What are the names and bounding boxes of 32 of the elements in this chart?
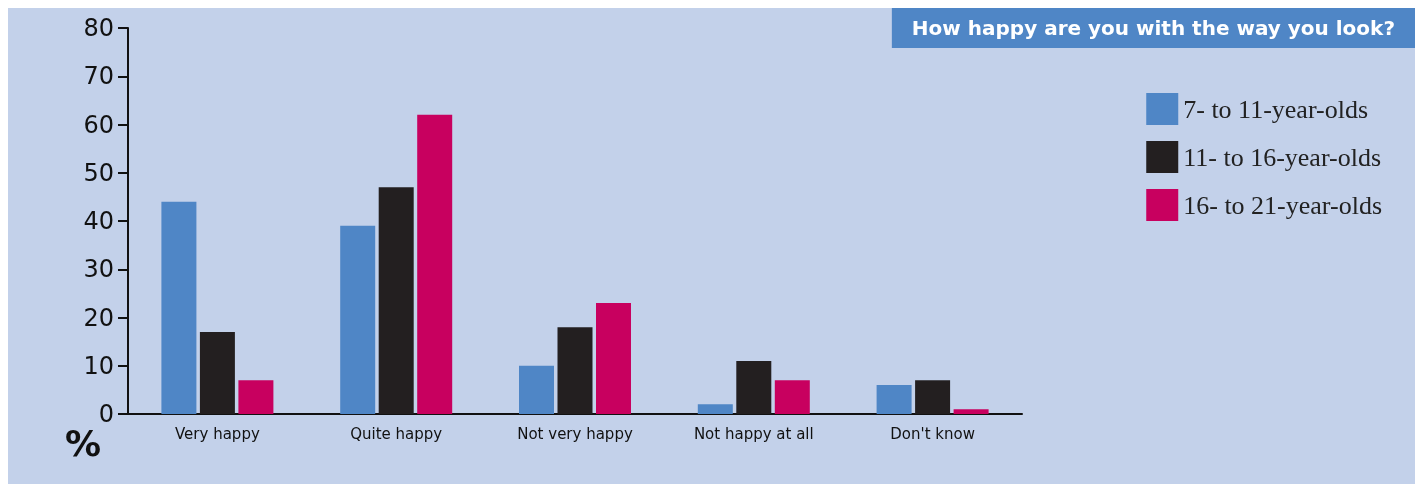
bar <box>161 201 197 414</box>
bar <box>417 114 453 414</box>
text: How happy are you with the way you look? <box>911 16 1396 40</box>
y-tick-label: 80 <box>83 14 114 42</box>
bar <box>199 331 235 414</box>
x-tick-label: Not happy at all <box>693 424 814 443</box>
bar <box>915 380 951 414</box>
bar <box>340 225 376 414</box>
x-tick-label: Don't know <box>890 424 975 443</box>
y-tick-label: 10 <box>83 351 114 380</box>
y-tick-label: 70 <box>83 62 114 91</box>
bar <box>953 409 989 414</box>
y-tick-label: 40 <box>83 207 114 235</box>
bar <box>238 380 274 414</box>
x-tick-label: Quite happy <box>350 424 443 443</box>
y-tick-label: 20 <box>83 303 114 332</box>
bar <box>557 327 593 414</box>
x-tick-label: Not very happy <box>517 424 633 443</box>
bar <box>774 380 810 414</box>
bar <box>736 360 772 414</box>
y-tick-label: 50 <box>83 158 114 187</box>
bar <box>519 365 554 414</box>
y-tick-label: 30 <box>83 255 114 284</box>
x-tick-label: Very happy <box>175 424 260 443</box>
bar <box>378 187 414 414</box>
bar <box>876 385 912 414</box>
legend-label: 11- to 16-year-olds <box>1183 142 1382 172</box>
bar <box>596 303 631 414</box>
bar <box>697 404 733 414</box>
y-tick-label: 60 <box>83 110 114 139</box>
legend-label: 7- to 11-year-olds <box>1183 94 1369 124</box>
legend-label: 16- to 21-year-olds <box>1183 190 1383 220</box>
